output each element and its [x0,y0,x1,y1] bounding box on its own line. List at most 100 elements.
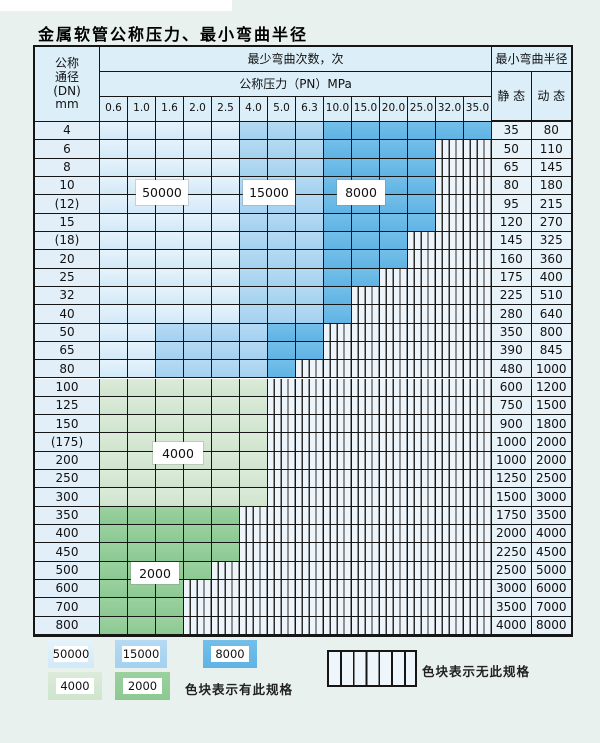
no-spec-cell [324,341,352,361]
dn-cell: 125 [35,396,100,416]
cycle-cell [128,122,156,141]
dn-cell: (12) [35,195,100,214]
cycle-cell [100,506,128,526]
cycle-cell [156,525,184,544]
cycle-cell [240,488,268,507]
cycle-cell [352,213,380,232]
cycle-cell [408,122,436,141]
cycle-cell [128,543,156,562]
cycle-cell [436,122,464,141]
no-spec-cell [408,286,436,306]
cycle-cell [128,231,156,251]
dynamic-radius-cell: 845 [531,341,571,361]
dynamic-radius-cell: 1500 [531,396,571,416]
cycle-cell [268,158,296,177]
no-spec-cell [436,561,464,581]
cycle-cell [100,323,128,342]
dynamic-radius-cell: 1200 [531,378,571,397]
static-radius-cell: 225 [492,286,532,306]
dn-cell: 20 [35,250,100,269]
cycle-count-label: 15000 [243,180,295,205]
pressure-cycles-table: 公称 通径 (DN) mm 最少弯曲次数，次 最小弯曲半径 公称压力（PN）MP… [33,45,573,637]
dn-cell: 32 [35,286,100,306]
no-spec-cell [464,525,492,544]
table-row: (175) 1000 2000 [35,433,571,452]
cycle-cell [212,140,240,159]
cycle-cell [212,470,240,489]
cycle-cell [212,506,240,526]
no-spec-cell [324,415,352,434]
legend-swatch-label: 4000 [55,677,95,695]
dn-cell: 10 [35,176,100,196]
cycle-cell [212,305,240,324]
no-spec-cell [324,451,352,471]
static-radius-cell: 4000 [492,616,532,635]
pressure-tick: 5.0 [268,97,296,122]
no-spec-cell [436,268,464,287]
cycle-cell [268,286,296,306]
no-spec-cell [436,470,464,489]
legend-swatch-4000: 4000 [48,672,102,700]
no-spec-cell [296,561,324,581]
cycle-cell [212,488,240,507]
no-spec-cell [408,580,436,599]
no-spec-cell [436,286,464,306]
cycle-cell [128,360,156,379]
table-row: 150 900 1800 [35,415,571,434]
no-spec-cell [380,488,408,507]
static-radius-cell: 1250 [492,470,532,489]
static-radius-cell: 480 [492,360,532,379]
no-spec-cell [408,305,436,324]
cycle-cell [184,341,212,361]
cycle-cell [408,195,436,214]
cycle-cell [100,543,128,562]
cycle-cell [184,305,212,324]
pressure-tick: 2.5 [212,97,240,122]
cycle-cell [380,158,408,177]
no-spec-cell [352,451,380,471]
cycle-cell [268,305,296,324]
cycle-cell [184,231,212,251]
cycle-cell [240,451,268,471]
cycle-cell [324,140,352,159]
static-radius-cell: 80 [492,176,532,196]
cycle-cell [296,176,324,196]
dynamic-radius-cell: 2000 [531,451,571,471]
cycle-cell [296,231,324,251]
cycle-cell [212,378,240,397]
no-spec-cell [436,323,464,342]
cycle-cell [240,360,268,379]
cycle-cell [240,305,268,324]
cycle-cell [156,506,184,526]
no-spec-cell [380,341,408,361]
cycle-cell [100,396,128,416]
no-spec-cell [380,525,408,544]
cycle-cell [296,122,324,141]
table-row: 80 480 1000 [35,360,571,379]
table-row: 400 2000 4000 [35,525,571,544]
dynamic-radius-cell: 2000 [531,433,571,452]
cycle-cell [212,250,240,269]
cycle-cell [212,158,240,177]
cycle-cell [156,470,184,489]
cycle-cell [184,250,212,269]
cycle-cell [352,158,380,177]
pressure-tick: 1.0 [128,97,156,122]
cycle-cell [408,140,436,159]
table-row: 40 280 640 [35,305,571,324]
cycle-count-label: 50000 [136,180,188,205]
no-spec-cell [352,561,380,581]
cycle-cell [268,341,296,361]
dn-cell: 15 [35,213,100,232]
no-spec-cell [436,305,464,324]
static-radius-cell: 120 [492,213,532,232]
no-spec-cell [464,140,492,159]
pressure-tick: 15.0 [352,97,380,122]
no-spec-cell [352,616,380,635]
no-spec-cell [212,616,240,635]
cycle-cell [408,213,436,232]
nominal-pressure-header: 公称压力（PN）MPa [100,72,492,97]
no-spec-cell [380,415,408,434]
dn-cell: 400 [35,525,100,544]
top-white-strip [0,0,232,11]
